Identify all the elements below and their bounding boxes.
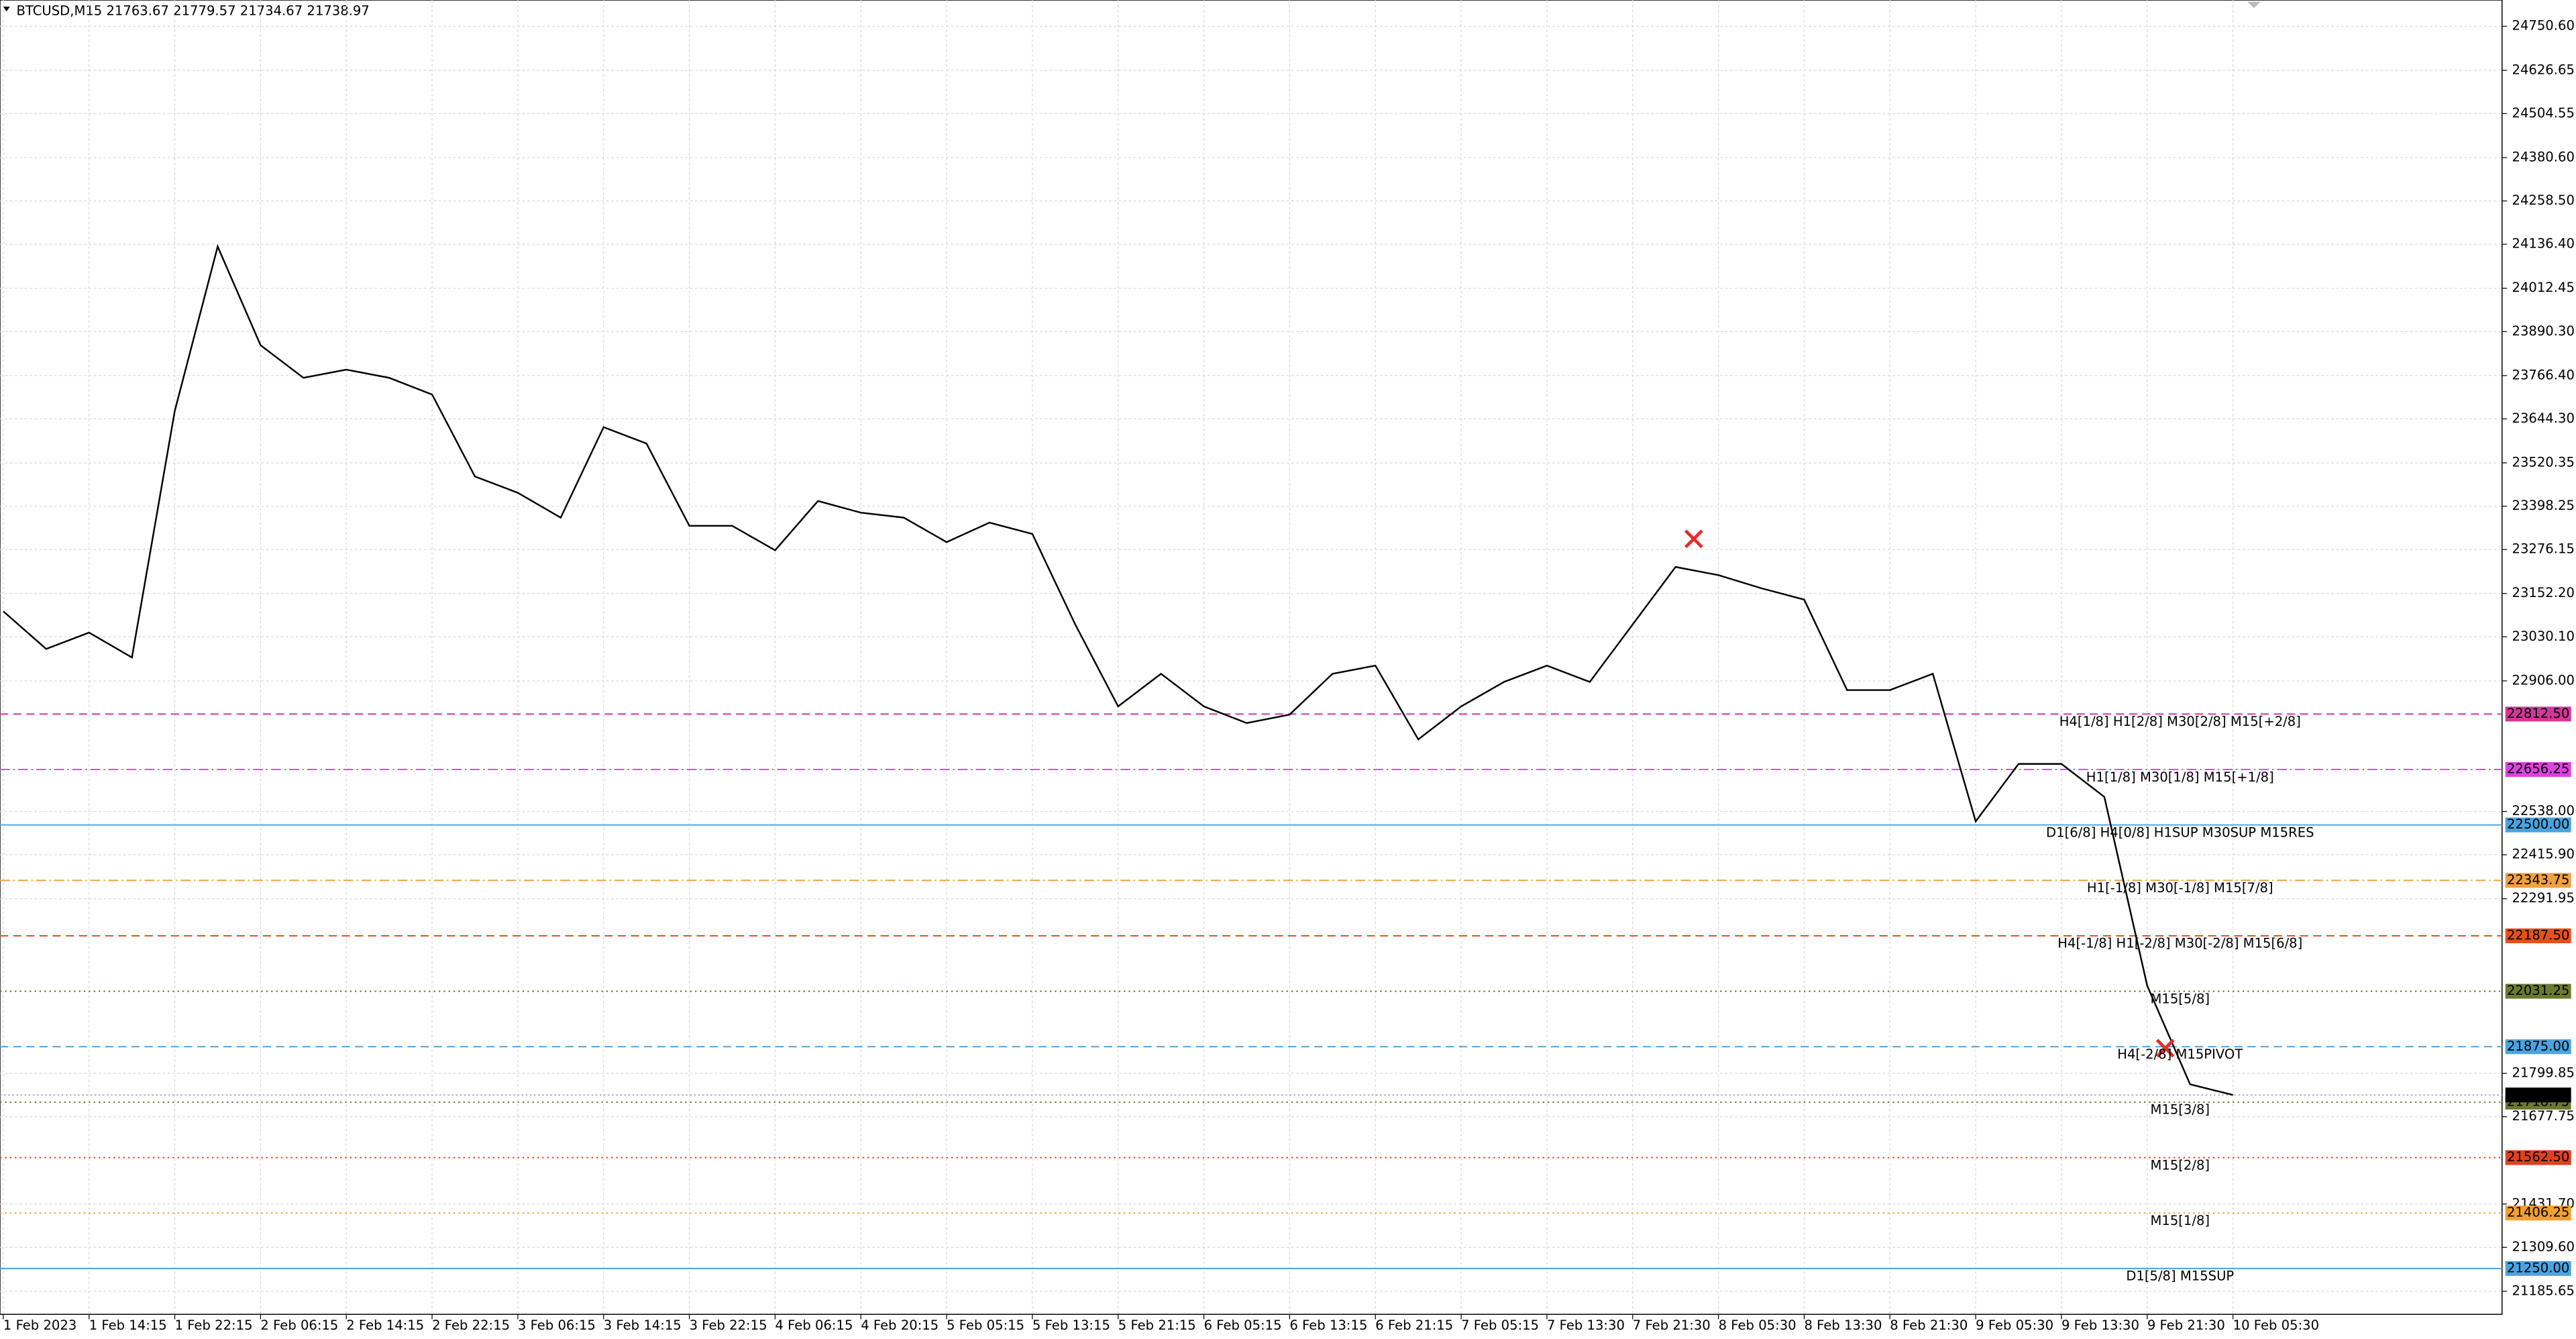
- plot-layer: [0, 0, 2502, 1315]
- y-tick-label: 23398.25: [2512, 498, 2574, 513]
- x-tick-label: 7 Feb 21:30: [1633, 1318, 1711, 1333]
- cross-marker: [1684, 529, 2175, 1058]
- level-label: M15[5/8]: [2150, 991, 2210, 1006]
- x-tick-label: 10 Feb 05:30: [2233, 1318, 2319, 1333]
- price-tag: [2505, 762, 2571, 778]
- y-tick-label: 23152.20: [2512, 585, 2574, 600]
- price-tag-label: 22031.25: [2507, 983, 2569, 998]
- y-tick-label: 22538.00: [2512, 803, 2574, 818]
- y-tick-label: 23890.30: [2512, 323, 2574, 339]
- price-tag: [2505, 1039, 2571, 1055]
- price-tag-label: 22500.00: [2507, 816, 2569, 832]
- y-tick-label: 24012.45: [2512, 280, 2574, 295]
- price-tag-label: 22187.50: [2507, 927, 2569, 943]
- price-tag: [2505, 1150, 2571, 1165]
- chart-title: BTCUSD,M15 21763.67 21779.57 21734.67 21…: [16, 3, 369, 19]
- y-tick-label: 21799.85: [2512, 1065, 2574, 1081]
- y-tick-label: 21677.75: [2512, 1108, 2574, 1124]
- x-tick-label: 3 Feb 14:15: [604, 1318, 682, 1333]
- level-label: H4[1/8] H1[2/8] M30[2/8] M15[+2/8]: [2059, 714, 2301, 729]
- level-label: H1[-1/8] M30[-1/8] M15[7/8]: [2087, 880, 2273, 896]
- last-price-tag: [2505, 1087, 2571, 1103]
- x-tick-label: 6 Feb 21:15: [1375, 1318, 1453, 1333]
- level-label: H4[-2/8] M15PIVOT: [2117, 1047, 2243, 1062]
- y-tick-label: 24750.60: [2512, 18, 2574, 34]
- price-tag: [2505, 983, 2571, 999]
- y-tick-label: 22415.90: [2512, 847, 2574, 862]
- price-tag: [2505, 817, 2571, 833]
- x-tick-label: 2 Feb 22:15: [432, 1318, 510, 1333]
- y-tick-label: 23030.10: [2512, 629, 2574, 644]
- level-label: H1[1/8] M30[1/8] M15[+1/8]: [2086, 769, 2274, 785]
- x-tick-label: 4 Feb 06:15: [775, 1318, 853, 1333]
- level-label: D1[5/8] M15SUP: [2126, 1269, 2234, 1284]
- price-tag: [2505, 1261, 2571, 1276]
- price-tag-label: 21562.50: [2507, 1149, 2569, 1165]
- last-price-label: 21738.97: [2507, 1087, 2569, 1102]
- x-tick-label: 8 Feb 21:30: [1890, 1318, 1968, 1333]
- menu-arrow: [3, 6, 10, 12]
- price-tag-label: 21250.00: [2507, 1260, 2569, 1275]
- price-line: [3, 244, 2233, 1096]
- y-tick-label: 22906.00: [2512, 672, 2574, 688]
- price-tag: [2505, 1206, 2571, 1221]
- y-tick-label: 21309.60: [2512, 1239, 2574, 1254]
- x-tick-label: 2 Feb 06:15: [260, 1318, 338, 1333]
- x-tick-label: 6 Feb 13:15: [1289, 1318, 1367, 1333]
- price-tag-label: 22656.25: [2507, 761, 2569, 777]
- y-tick-label: 24258.50: [2512, 193, 2574, 208]
- y-tick-label: 22291.95: [2512, 890, 2574, 906]
- y-tick-label: 23276.15: [2512, 541, 2574, 557]
- price-tag: [2505, 928, 2571, 944]
- level-label: D1[6/8] H4[0/8] H1SUP M30SUP M15RES: [2046, 824, 2314, 840]
- x-tick-label: 9 Feb 13:30: [2061, 1318, 2139, 1333]
- y-tick-label: 21185.65: [2512, 1283, 2574, 1298]
- level-label: M15[2/8]: [2150, 1157, 2210, 1173]
- x-tick-label: 1 Feb 22:15: [175, 1318, 253, 1333]
- y-tick-label: 24626.65: [2512, 62, 2574, 77]
- y-tick-label: 24136.40: [2512, 236, 2574, 252]
- x-tick-label: 8 Feb 05:30: [1719, 1318, 1796, 1333]
- price-tag: [2505, 873, 2571, 888]
- x-tick-label: 7 Feb 05:15: [1461, 1318, 1539, 1333]
- price-tag-label: 22812.50: [2507, 706, 2569, 721]
- y-tick-label: 23766.40: [2512, 367, 2574, 382]
- price-tag-label: 21406.25: [2507, 1205, 2569, 1220]
- x-tick-label: 4 Feb 20:15: [861, 1318, 938, 1333]
- price-tag-label: 22343.75: [2507, 872, 2569, 888]
- x-tick-label: 2 Feb 14:15: [346, 1318, 424, 1333]
- x-tick-label: 6 Feb 05:15: [1204, 1318, 1282, 1333]
- price-tag: [2505, 706, 2571, 722]
- y-tick-label: 24380.60: [2512, 149, 2574, 164]
- x-tick-label: 7 Feb 13:30: [1547, 1318, 1625, 1333]
- x-tick-label: 9 Feb 21:30: [2147, 1318, 2225, 1333]
- y-tick-label: 23644.30: [2512, 411, 2574, 426]
- x-tick-label: 5 Feb 21:15: [1118, 1318, 1196, 1333]
- x-tick-label: 1 Feb 2023: [3, 1318, 76, 1333]
- shift-marker: [2247, 1, 2261, 9]
- price-tag-label: 21875.00: [2507, 1038, 2569, 1054]
- y-tick-label: 23520.35: [2512, 454, 2574, 470]
- x-tick-label: 3 Feb 06:15: [518, 1318, 596, 1333]
- level-label: M15[3/8]: [2150, 1102, 2210, 1118]
- x-tick-label: 3 Feb 22:15: [690, 1318, 767, 1333]
- y-tick-label: 24504.55: [2512, 105, 2574, 121]
- x-tick-label: 9 Feb 05:30: [1976, 1318, 2053, 1333]
- x-tick-label: 5 Feb 13:15: [1032, 1318, 1110, 1333]
- level-label: M15[1/8]: [2150, 1213, 2210, 1228]
- x-tick-label: 1 Feb 14:15: [89, 1318, 167, 1333]
- level-label: H4[-1/8] H1[-2/8] M30[-2/8] M15[6/8]: [2057, 936, 2302, 951]
- plot-frame: [0, 0, 2503, 1315]
- x-tick-label: 5 Feb 05:15: [947, 1318, 1024, 1333]
- x-tick-label: 8 Feb 13:30: [1804, 1318, 1882, 1333]
